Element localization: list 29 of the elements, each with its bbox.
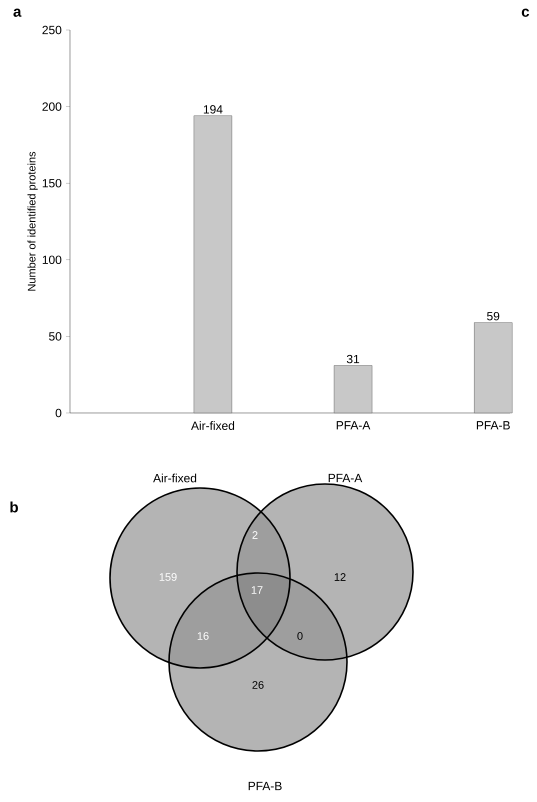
x-tick-label: PFA-A <box>336 421 370 430</box>
data-label: 194 <box>204 105 223 114</box>
text: 0 <box>297 632 303 640</box>
bar <box>474 322 512 414</box>
text: b <box>10 502 18 512</box>
y-tick-label: 150 <box>42 178 62 188</box>
y-tick-label: 100 <box>42 256 62 264</box>
text: 26 <box>252 681 264 689</box>
text: c <box>522 8 530 17</box>
x-tick-label: PFA-B <box>476 421 510 430</box>
y-tick-label: 200 <box>42 102 62 111</box>
y-tick-label: 50 <box>49 332 62 341</box>
text: 17 <box>252 586 263 594</box>
data-label: 59 <box>487 312 500 320</box>
text: PFA-B <box>248 782 282 790</box>
chart-title: a <box>13 8 22 17</box>
y-tick-label: 250 <box>42 26 62 34</box>
text: 2 <box>252 531 258 539</box>
y-axis-title: Number of identified proteins <box>27 152 38 291</box>
text: 16 <box>198 632 209 640</box>
x-tick-label: Air-fixed <box>191 421 234 430</box>
text: Air-fixed <box>153 474 196 482</box>
bar <box>334 365 372 414</box>
text: PFA-A <box>328 474 362 482</box>
data-label: 31 <box>346 354 360 364</box>
y-tick-label: 0 <box>56 408 62 418</box>
text: 159 <box>160 573 177 581</box>
bar <box>194 116 232 414</box>
text: 12 <box>334 573 346 581</box>
